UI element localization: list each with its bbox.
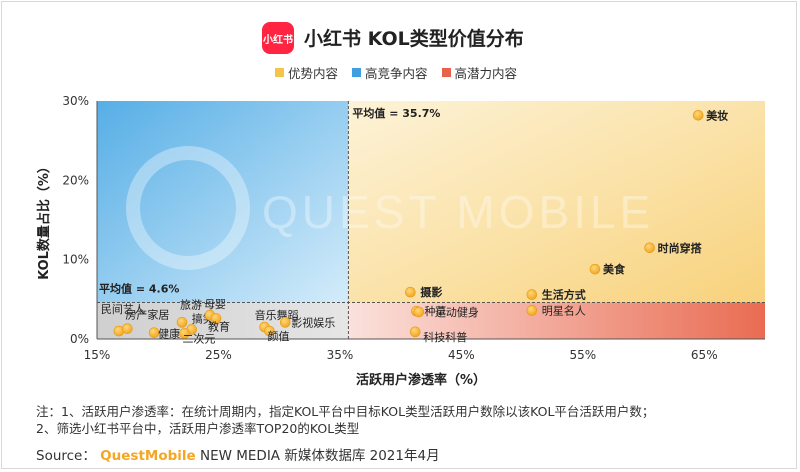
data-point <box>405 286 416 298</box>
data-point-label: 摄影 <box>420 285 442 299</box>
source-brand: QuestMobile <box>100 448 196 464</box>
data-point-label: 影视娱乐 <box>291 315 335 329</box>
data-point-label: 母婴 <box>204 298 226 311</box>
legend-label-competition: 高竞争内容 <box>365 65 428 81</box>
data-point <box>409 326 421 338</box>
source-prefix: Source： <box>36 448 96 464</box>
data-point <box>122 323 133 334</box>
avg-y-label: 平均值 = 4.6% <box>99 282 179 296</box>
x-tick-label: 15% <box>84 348 111 362</box>
data-point <box>589 263 601 275</box>
data-point-label: 民间艺人 <box>101 303 145 316</box>
y-tick-label: 0% <box>70 332 89 346</box>
data-point-label: 运动健身 <box>435 305 479 319</box>
x-tick-label: 45% <box>448 348 475 362</box>
x-tick-label: 25% <box>205 348 232 362</box>
x-tick-label: 55% <box>569 348 596 362</box>
data-point-label: 颜值 <box>267 330 289 343</box>
data-point-label: 科技科普 <box>423 330 467 344</box>
data-point-label: 美食 <box>603 262 626 276</box>
y-axis-label: KOL数量占比（%） <box>36 160 52 280</box>
data-point <box>692 109 704 121</box>
quadrant-advantage <box>348 101 765 303</box>
y-tick-label: 10% <box>62 253 89 267</box>
chart-title: 小红书 KOL类型价值分布 <box>304 28 524 50</box>
data-point-label: 生活方式 <box>542 288 586 302</box>
data-point-label: 美妆 <box>706 108 728 122</box>
xiaohongshu-logo: 小红书 <box>262 22 294 54</box>
legend-swatch-potential <box>441 67 451 77</box>
data-point <box>526 305 538 316</box>
data-point <box>176 317 188 328</box>
x-tick-label: 35% <box>327 348 354 362</box>
data-point <box>526 289 538 300</box>
watermark-text: QUEST MOBILE <box>262 186 654 238</box>
legend-item-potential: 高潜力内容 <box>441 63 518 81</box>
data-point-label: 二次元 <box>182 331 215 345</box>
data-point-label: 健康 <box>158 327 180 341</box>
chart-header: 小红书 小红书 KOL类型价值分布 <box>0 22 800 58</box>
data-point-label: 旅游 <box>180 297 202 311</box>
legend-item-advantage: 优势内容 <box>275 63 338 81</box>
data-point <box>413 306 425 318</box>
x-tick-label: 65% <box>691 348 718 362</box>
data-point <box>148 327 160 338</box>
source-rest: NEW MEDIA 新媒体数据库 2021年4月 <box>195 448 440 464</box>
data-point <box>264 325 275 337</box>
data-point <box>210 313 222 324</box>
legend-label-potential: 高潜力内容 <box>454 65 518 81</box>
note-line-2: 2、筛选小红书平台中，活跃用户渗透率TOP20的KOL类型 <box>36 421 360 436</box>
legend-label-advantage: 优势内容 <box>288 65 339 81</box>
quadrant-low <box>97 302 349 339</box>
legend: 优势内容 高竞争内容 高潜力内容 <box>275 63 517 81</box>
source-line: Source： QuestMobile NEW MEDIA 新媒体数据库 202… <box>36 444 440 464</box>
data-point-label: 种草 <box>424 304 446 318</box>
legend-swatch-advantage <box>275 67 284 77</box>
y-tick-label: 20% <box>62 173 89 187</box>
watermark-ring <box>126 146 250 270</box>
data-point <box>179 328 190 339</box>
avg-x-label: 平均值 = 35.7% <box>352 106 440 120</box>
data-point-label: 明星名人 <box>542 303 586 317</box>
y-tick-label: 30% <box>62 94 89 108</box>
x-axis-label: 活跃用户渗透率（%） <box>356 372 486 388</box>
data-point <box>279 317 291 328</box>
scatter-chart: QUEST MOBILE 平均值 = 35.7% 平均值 = 4.6% 15% 25%… <box>36 94 765 388</box>
note-line-1: 注：1、活跃用户渗透率：在统计周期内，指定KOL平台中目标KOL类型活跃用户数除… <box>36 404 655 419</box>
quadrant-high-competition <box>97 101 349 303</box>
legend-swatch-competition <box>352 67 362 77</box>
data-point-label: 房产家居 <box>125 308 169 322</box>
data-point-label: 教育 <box>208 319 230 333</box>
data-point-label: 时尚穿搭 <box>658 241 703 255</box>
legend-item-competition: 高竞争内容 <box>352 63 428 81</box>
data-point <box>644 242 655 254</box>
